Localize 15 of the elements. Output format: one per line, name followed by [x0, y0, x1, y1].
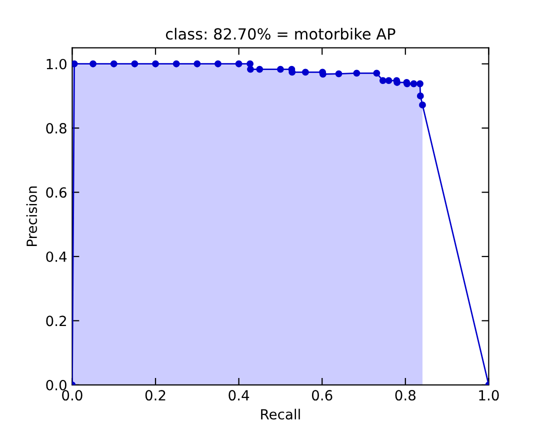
x-axis-title: Recall	[261, 408, 300, 420]
x-tick-label: 1.0	[479, 390, 499, 401]
y-tick-label: 1.0	[46, 58, 66, 70]
x-tick-label: 0.8	[395, 390, 416, 401]
x-tick-label: 0.0	[62, 390, 82, 401]
x-tick-label: 0.4	[228, 390, 250, 401]
x-tick-label: 0.2	[145, 390, 166, 401]
y-tick-label: 0.4	[46, 251, 67, 262]
chart-title: class: 82.70% = motorbike AP	[166, 28, 396, 40]
y-tick-label: 0.6	[46, 187, 66, 198]
y-tick-label: 0.2	[46, 316, 66, 326]
y-tick-label: 0.0	[46, 380, 66, 390]
x-tick-label: 0.6	[312, 390, 332, 401]
y-tick-label: 0.8	[46, 123, 66, 134]
y-axis-title: Precision	[26, 186, 38, 246]
